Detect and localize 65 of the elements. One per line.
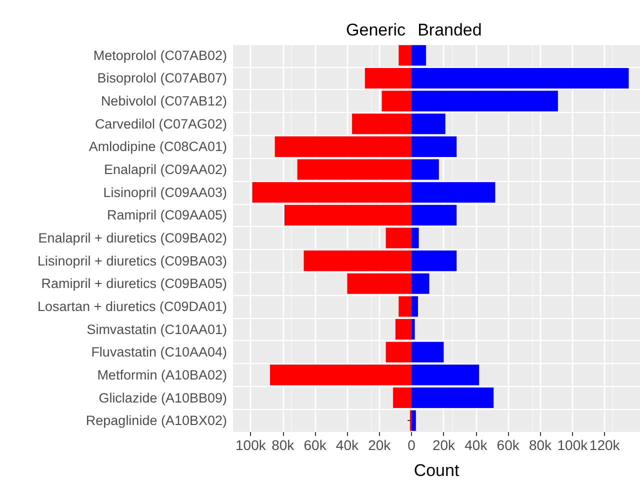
bar — [412, 342, 444, 362]
x-tick-label: 40k — [464, 437, 488, 453]
x-tick-label: 80k — [528, 437, 553, 453]
bar — [398, 296, 412, 317]
bar — [412, 90, 558, 112]
bar — [364, 68, 412, 89]
bar — [412, 68, 629, 89]
bar — [270, 364, 412, 386]
y-tick-label: Ramipril (C09AA05) — [106, 208, 227, 223]
bar — [412, 319, 415, 340]
x-tick-label: 60k — [304, 437, 328, 453]
bar — [284, 204, 412, 226]
y-tick-label: Metoprolol (C07AB02) — [93, 48, 227, 63]
bar — [412, 296, 418, 317]
bar — [412, 273, 430, 294]
y-tick-label: Nebivolol (C07AB12) — [100, 94, 227, 109]
y-tick-label: Lisinopril (C09AA03) — [103, 184, 227, 200]
bar — [398, 45, 412, 66]
x-tick-label: 20k — [368, 437, 392, 453]
bar — [352, 114, 412, 134]
y-tick-label: Amlodipine (C08CA01) — [88, 139, 227, 154]
bar — [304, 250, 412, 272]
y-tick-label: Enalapril + diuretics (C09BA02) — [38, 230, 227, 246]
bar — [412, 45, 426, 66]
x-tick-label: 20k — [432, 437, 456, 453]
x-tick-label: 0 — [408, 437, 416, 453]
bar — [412, 250, 457, 272]
x-tick-label: 100k — [236, 437, 267, 453]
x-tick-label: 100k — [557, 437, 589, 453]
series-label: Generic — [346, 20, 406, 40]
x-tick-label: 60k — [496, 437, 520, 453]
bar — [297, 159, 412, 180]
y-tick-label: Lisinopril + diuretics (C09BA03) — [38, 253, 227, 268]
bar — [412, 182, 496, 203]
y-tick-label: Enalapril (C09AA02) — [104, 162, 227, 178]
bar — [412, 364, 480, 386]
bar — [386, 228, 412, 248]
bar — [386, 342, 412, 362]
bar — [412, 204, 457, 226]
bar — [412, 114, 446, 134]
y-tick-label: Fluvastatin (C10AA04) — [91, 344, 227, 360]
x-tick-label: 80k — [272, 437, 296, 453]
bar — [274, 136, 412, 157]
y-tick-label: Simvastatin (C10AA01) — [86, 322, 227, 337]
bar — [347, 273, 412, 294]
y-tick-label: Metformin (A10BA02) — [97, 367, 227, 382]
y-tick-label: Carvedilol (C07AG02) — [94, 116, 227, 132]
series-label: Branded — [418, 20, 482, 40]
y-tick-label: Gliclazide (A10BB09) — [98, 390, 227, 406]
bar — [412, 228, 419, 248]
bar — [382, 90, 412, 112]
y-tick-label: Losartan + diuretics (C09DA01) — [38, 298, 227, 314]
bar — [393, 387, 412, 408]
x-axis-title: Count — [414, 461, 460, 480]
bar — [412, 387, 494, 408]
x-tick-label: 120k — [589, 437, 621, 453]
y-tick-label: Repaglinide (A10BX02) — [86, 413, 227, 428]
bar — [252, 182, 412, 203]
bar — [412, 136, 457, 157]
bar — [412, 159, 439, 180]
bar — [412, 410, 416, 431]
y-tick-label: Bisoprolol (C07AB07) — [97, 70, 227, 86]
x-tick-label: 40k — [336, 437, 360, 453]
bar — [395, 319, 412, 340]
y-tick-label: Ramipril + diuretics (C09BA05) — [41, 276, 227, 292]
